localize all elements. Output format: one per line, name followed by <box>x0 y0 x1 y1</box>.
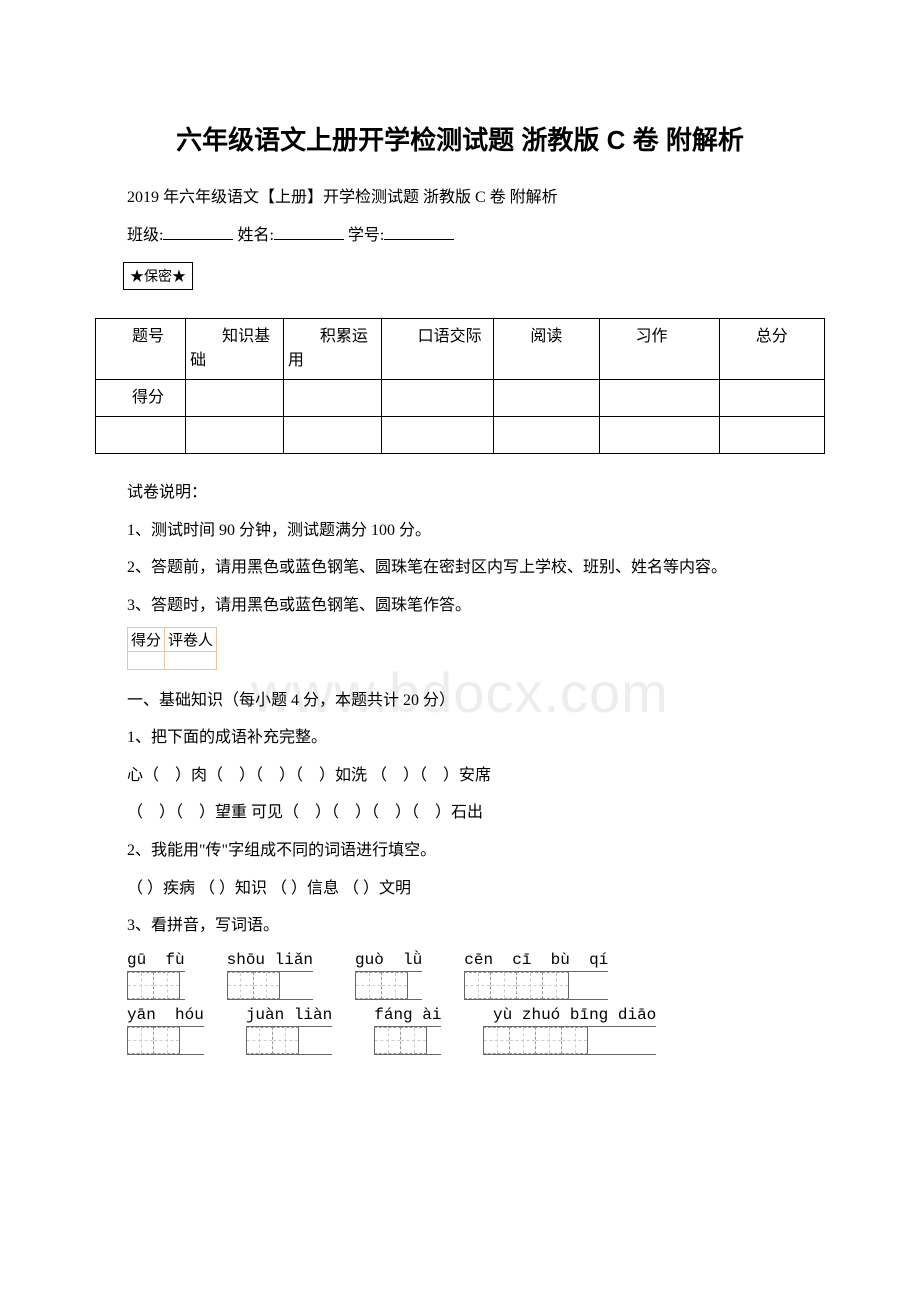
pinyin-row-2: yān hóu juàn liàn fáng ài yù zhuó bīng d… <box>127 1006 825 1055</box>
class-label: 班级: <box>127 227 163 244</box>
char-grid[interactable] <box>374 1026 441 1055</box>
cell-empty[interactable] <box>283 380 381 417</box>
q1-line1: 心（ ）肉（ ）（ ）（ ）如洗 （ ）（ ）安席 <box>95 759 825 793</box>
pinyin-text: shōu liǎn <box>227 951 313 969</box>
grade-reviewer-label: 评卷人 <box>165 627 217 651</box>
pinyin-block: shōu liǎn <box>227 951 313 1000</box>
cell-empty[interactable] <box>599 417 719 454</box>
subtitle: 2019 年六年级语文【上册】开学检测试题 浙教版 C 卷 附解析 <box>95 181 825 215</box>
cell-empty[interactable] <box>96 417 186 454</box>
id-blank[interactable] <box>384 222 454 240</box>
form-line: 班级: 姓名: 学号: <box>95 219 825 253</box>
pinyin-text: fáng ài <box>374 1006 441 1024</box>
pinyin-section: gū fù shōu liǎn guò lǜ cēn cī bù qí yān … <box>127 951 825 1055</box>
pinyin-block: yù zhuó bīng diāo <box>483 1006 656 1055</box>
score-table: 题号 知识基础 积累运用 口语交际 阅读 习作 总分 得分 <box>95 318 825 454</box>
cell-header: 口语交际 <box>381 319 494 380</box>
cell-empty[interactable] <box>719 417 824 454</box>
q2-intro: 2、我能用"传"字组成不同的词语进行填空。 <box>95 834 825 868</box>
page-title: 六年级语文上册开学检测试题 浙教版 C 卷 附解析 <box>95 120 825 157</box>
pinyin-text: gū fù <box>127 951 185 969</box>
pinyin-block: gū fù <box>127 951 185 1000</box>
note-3: 3、答题时，请用黑色或蓝色钢笔、圆珠笔作答。 <box>95 589 825 623</box>
cell-empty[interactable] <box>283 417 381 454</box>
pinyin-block: guò lǜ <box>355 951 422 1000</box>
q1-intro: 1、把下面的成语补充完整。 <box>95 721 825 755</box>
cell-header: 题号 <box>96 319 186 380</box>
cell-header: 总分 <box>719 319 824 380</box>
pinyin-block: yān hóu <box>127 1006 204 1055</box>
char-grid[interactable] <box>227 971 313 1000</box>
cell-empty[interactable] <box>186 380 284 417</box>
table-row <box>96 417 825 454</box>
char-grid[interactable] <box>483 1026 656 1055</box>
pinyin-text: guò lǜ <box>355 951 422 969</box>
q2-line1: （ ）疾病 （ ）知识 （ ）信息 （ ）文明 <box>95 872 825 906</box>
pinyin-text: yān hóu <box>127 1006 204 1024</box>
pinyin-block: juàn liàn <box>246 1006 332 1055</box>
pinyin-text: yù zhuó bīng diāo <box>483 1006 656 1024</box>
pinyin-row-1: gū fù shōu liǎn guò lǜ cēn cī bù qí <box>127 951 825 1000</box>
class-blank[interactable] <box>163 222 233 240</box>
notes-heading: 试卷说明： <box>95 476 825 510</box>
grade-box: 得分 评卷人 <box>127 627 217 670</box>
section-1-title: 一、基础知识（每小题 4 分，本题共计 20 分） <box>95 684 825 718</box>
q3-intro: 3、看拼音，写词语。 <box>95 909 825 943</box>
name-blank[interactable] <box>274 222 344 240</box>
pinyin-text: juàn liàn <box>246 1006 332 1024</box>
char-grid[interactable] <box>464 971 608 1000</box>
cell-score-label: 得分 <box>96 380 186 417</box>
char-grid[interactable] <box>127 1026 204 1055</box>
note-1: 1、测试时间 90 分钟，测试题满分 100 分。 <box>95 514 825 548</box>
cell-empty[interactable] <box>719 380 824 417</box>
secret-box: ★保密★ <box>123 262 193 290</box>
note-2: 2、答题前，请用黑色或蓝色钢笔、圆珠笔在密封区内写上学校、班别、姓名等内容。 <box>95 551 825 585</box>
cell-header: 知识基础 <box>186 319 284 380</box>
grade-score-label: 得分 <box>128 627 165 651</box>
pinyin-text: cēn cī bù qí <box>464 951 608 969</box>
cell-header: 阅读 <box>494 319 599 380</box>
cell-empty[interactable] <box>128 651 165 669</box>
table-row: 得分 评卷人 <box>128 627 217 651</box>
cell-header: 习作 <box>599 319 719 380</box>
pinyin-block: fáng ài <box>374 1006 441 1055</box>
table-row: 题号 知识基础 积累运用 口语交际 阅读 习作 总分 <box>96 319 825 380</box>
pinyin-block: cēn cī bù qí <box>464 951 608 1000</box>
cell-empty[interactable] <box>599 380 719 417</box>
cell-empty[interactable] <box>381 417 494 454</box>
name-label: 姓名: <box>237 227 273 244</box>
id-label: 学号: <box>348 227 384 244</box>
cell-empty[interactable] <box>494 380 599 417</box>
char-grid[interactable] <box>355 971 422 1000</box>
cell-empty[interactable] <box>165 651 217 669</box>
char-grid[interactable] <box>127 971 185 1000</box>
cell-header: 积累运用 <box>283 319 381 380</box>
table-row: 得分 <box>96 380 825 417</box>
cell-empty[interactable] <box>381 380 494 417</box>
cell-empty[interactable] <box>186 417 284 454</box>
char-grid[interactable] <box>246 1026 332 1055</box>
table-row <box>128 651 217 669</box>
cell-empty[interactable] <box>494 417 599 454</box>
q1-line2: （ ）（ ）望重 可见（ ）（ ）（ ）（ ）石出 <box>95 796 825 830</box>
